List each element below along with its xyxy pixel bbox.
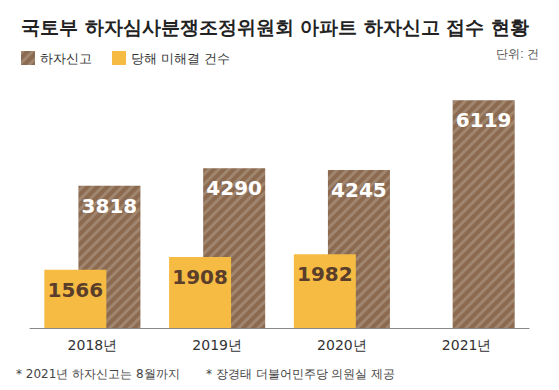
svg-text:3818: 3818 [82,194,138,218]
svg-text:* 장경태 더불어민주당 의원실 제공: * 장경태 더불어민주당 의원실 제공 [206,367,395,381]
svg-text:4245: 4245 [331,178,387,202]
svg-text:하자신고: 하자신고 [40,51,92,66]
svg-text:1566: 1566 [47,278,103,302]
svg-text:2019년: 2019년 [192,337,242,353]
svg-text:당해 미해결 건수: 당해 미해결 건수 [131,51,230,66]
svg-text:* 2021년 하자신고는 8월까지: * 2021년 하자신고는 8월까지 [16,367,180,381]
svg-text:1982: 1982 [297,262,353,286]
svg-text:2020년: 2020년 [317,337,367,353]
svg-text:4290: 4290 [206,176,262,200]
svg-text:2021년: 2021년 [442,337,492,353]
svg-text:1908: 1908 [172,265,228,289]
svg-text:2018년: 2018년 [68,337,118,353]
svg-text:단위: 건: 단위: 건 [496,47,539,61]
svg-text:6119: 6119 [456,108,512,132]
svg-text:국토부 하자심사분쟁조정위원회 아파트 하자신고 접수 현황: 국토부 하자심사분쟁조정위원회 아파트 하자신고 접수 현황 [21,16,529,38]
